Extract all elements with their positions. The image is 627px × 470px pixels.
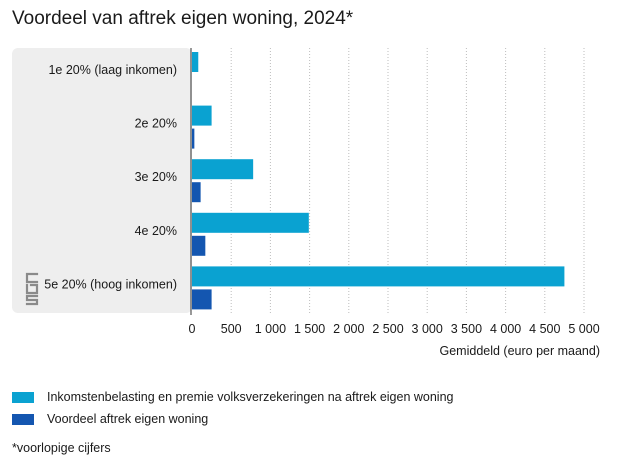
x-tick-label: 3 500 (451, 322, 482, 336)
legend-label-series1: Inkomstenbelasting en premie volksverzek… (47, 390, 454, 404)
x-tick-label: 500 (221, 322, 242, 336)
bar-series1 (192, 105, 212, 126)
bar-series1 (192, 159, 254, 180)
category-label: 2e 20% (135, 117, 177, 131)
x-tick-label: 1 000 (255, 322, 286, 336)
x-tick-label: 2 500 (372, 322, 403, 336)
x-tick-label: 5 000 (568, 322, 599, 336)
bar-series1 (192, 52, 199, 72)
legend-item-series2: Voordeel aftrek eigen woning (12, 408, 453, 430)
cbs-logo-icon (25, 272, 39, 306)
legend: Inkomstenbelasting en premie volksverzek… (12, 386, 453, 430)
category-labels: 1e 20% (laag inkomen) 2e 20% 3e 20% 4e 20% 5… (44, 63, 177, 291)
bar-series1 (192, 212, 309, 233)
legend-swatch-series1 (12, 391, 34, 403)
legend-label-series2: Voordeel aftrek eigen woning (47, 412, 209, 426)
category-label: 3e 20% (135, 170, 177, 184)
category-label: 4e 20% (135, 224, 177, 238)
legend-item-series1: Inkomstenbelasting en premie volksverzek… (12, 386, 453, 408)
x-tick-label: 3 000 (412, 322, 443, 336)
x-tick-label: 4 000 (490, 322, 521, 336)
x-tick-label: 1 500 (294, 322, 325, 336)
bar-series2 (192, 235, 206, 256)
bar-series2 (192, 289, 212, 310)
bars (192, 52, 565, 310)
bar-series2 (192, 182, 201, 203)
category-panel (12, 48, 192, 313)
bar-series1 (192, 266, 565, 287)
legend-swatch-series2 (12, 413, 34, 425)
bar-series2 (192, 128, 195, 149)
footnote: *voorlopige cijfers (12, 441, 111, 455)
x-axis-label: Gemiddeld (euro per maand) (440, 344, 601, 358)
x-tick-label: 2 000 (333, 322, 364, 336)
chart-title: Voordeel van aftrek eigen woning, 2024* (12, 8, 354, 29)
category-label: 1e 20% (laag inkomen) (48, 63, 177, 77)
bar-chart: 1e 20% (laag inkomen) 2e 20% 3e 20% 4e 20% 5… (12, 48, 601, 358)
x-tick-label: 0 (189, 322, 196, 336)
x-tick-labels: 0 500 1 000 1 500 2 000 2 500 3 000 3 500 4 000 4… (189, 322, 600, 336)
x-tick-label: 4 500 (529, 322, 560, 336)
category-label: 5e 20% (hoog inkomen) (44, 277, 177, 291)
